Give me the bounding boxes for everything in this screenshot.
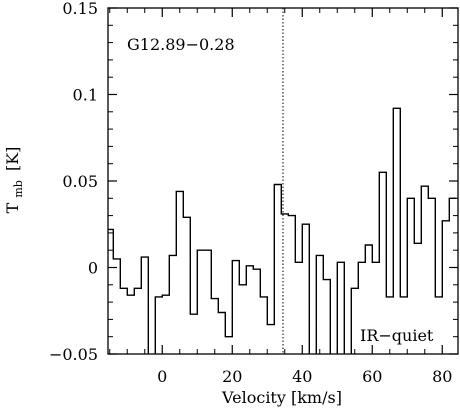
- y-axis-label: T mb [K]: [3, 147, 26, 214]
- axis-ticks: 0 20 40 60 80 −0.05 0 0.05 0.1 0.15: [49, 0, 458, 386]
- spectrum-step-line: [108, 107, 457, 354]
- y-axis-label-symbol: T: [3, 202, 22, 213]
- x-tick-label: 0: [157, 367, 167, 386]
- x-tick-label: 60: [362, 367, 382, 386]
- x-tick-label: 80: [432, 367, 452, 386]
- y-tick-label: 0.1: [73, 86, 98, 105]
- x-tick-label: 20: [222, 367, 242, 386]
- y-tick-label: 0.05: [62, 172, 98, 191]
- y-tick-label: −0.05: [49, 345, 98, 364]
- plot-content: [108, 8, 457, 354]
- y-tick-label: 0: [88, 259, 98, 278]
- y-tick-label: 0.15: [62, 0, 98, 18]
- x-tick-label: 40: [292, 367, 312, 386]
- x-axis-label: Velocity [km/s]: [221, 388, 342, 407]
- y-axis-label-unit: [K]: [3, 147, 22, 171]
- source-name-label: G12.89−0.28: [127, 35, 235, 54]
- ir-category-label: IR−quiet: [360, 326, 434, 345]
- y-axis-label-subscript: mb: [12, 180, 25, 197]
